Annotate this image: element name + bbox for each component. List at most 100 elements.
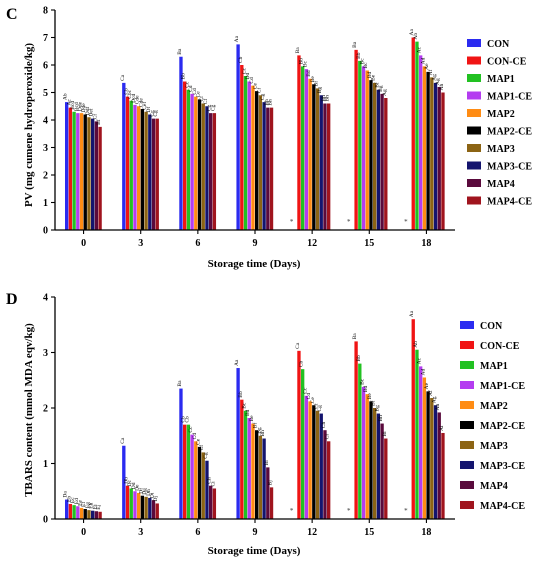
bar-label: Ba — [177, 380, 183, 387]
bar — [411, 319, 415, 519]
bar-label: Cf — [91, 114, 98, 120]
bar-label: Di — [150, 492, 156, 498]
bar — [140, 109, 145, 230]
bar-label: Cd — [192, 88, 198, 95]
panel-d: D TBARS content (mmol MDA eqv/kg) Storag… — [6, 291, 525, 557]
bar-label: Ce — [253, 82, 259, 89]
not-determined-mark: * — [347, 218, 351, 226]
panel-letter: C — [6, 6, 18, 23]
bar-label: Ce — [196, 91, 202, 98]
bar-label: Cd — [188, 85, 194, 92]
bar-label: Ba — [352, 41, 358, 48]
bar-label: Cb — [184, 416, 190, 423]
bar — [269, 107, 274, 231]
bar — [243, 410, 248, 519]
bar — [129, 100, 133, 230]
bar-label: Bb — [356, 355, 362, 362]
bar — [98, 511, 102, 519]
bar-label: Ab — [413, 341, 419, 348]
bar-label: Cd — [192, 433, 198, 440]
bar — [83, 114, 87, 230]
bar-label: Cg — [203, 452, 209, 459]
bar-label: Cg — [260, 93, 266, 100]
bar — [315, 88, 320, 231]
bar-label: Ch — [321, 422, 327, 429]
bar — [384, 438, 388, 519]
plot-area: 01234DaEbEcEdEeEfEgEhEiEj0CaDbDcDdDeDfDg… — [43, 293, 455, 538]
bar-label: Bb — [299, 58, 305, 65]
bar — [247, 417, 251, 519]
bar — [269, 487, 274, 519]
legend-label: MAP1 — [480, 361, 508, 372]
bar — [87, 510, 91, 519]
bar-label: Ba — [295, 47, 301, 54]
y-tick-label: 6 — [43, 61, 48, 72]
bar — [380, 423, 384, 519]
bar — [133, 491, 137, 519]
legend-swatch — [460, 321, 474, 329]
legend-swatch — [460, 361, 474, 369]
bar — [87, 117, 91, 230]
bar — [430, 77, 434, 231]
x-tick-label: 3 — [138, 527, 143, 538]
legend-swatch — [460, 401, 474, 409]
bar — [240, 65, 244, 230]
bar — [266, 107, 270, 231]
bar — [183, 424, 187, 519]
bar-label: Cc — [302, 387, 308, 394]
bar — [91, 118, 95, 231]
bar — [384, 98, 388, 230]
y-axis-title: TBARS content (mmol MDA eqv/kg) — [23, 323, 35, 497]
bar-label: Cg — [207, 104, 213, 111]
bar — [140, 495, 145, 519]
bar-label: Dd — [131, 482, 137, 489]
plot-area: 012345678AbAcBcdBcdDdeDdeDdfDefCfBf0CaCb… — [43, 6, 455, 249]
bar — [179, 56, 183, 230]
not-determined-mark: * — [404, 507, 408, 515]
bar — [301, 369, 305, 519]
legend-swatch — [467, 74, 481, 82]
bar-label: Bc — [360, 378, 366, 385]
bar — [255, 430, 259, 519]
bar-label: Ad — [420, 369, 426, 376]
y-tick-label: 8 — [43, 6, 48, 17]
bar-label: Ah — [435, 403, 441, 410]
bar-label: Db — [124, 477, 130, 484]
bar-label: Bg — [378, 85, 384, 92]
bar-label: Eg — [85, 502, 91, 508]
bar — [155, 118, 159, 231]
bar-label: Cb — [181, 416, 187, 423]
bar — [255, 91, 259, 231]
legend-label: MAP3 — [487, 144, 515, 155]
x-axis-title: Storage time (Days) — [208, 258, 301, 270]
bar — [72, 505, 76, 520]
bar — [354, 49, 358, 231]
bar — [65, 102, 69, 230]
bar-label: Bh — [268, 99, 274, 106]
bar-label: Ca — [120, 437, 126, 444]
bar-label: Dj — [153, 495, 159, 501]
bar-label: Cf — [202, 99, 209, 105]
x-tick-label: 18 — [421, 527, 431, 538]
bar — [437, 87, 441, 230]
legend-swatch — [467, 109, 481, 117]
bar — [433, 82, 438, 231]
bar-label: Cc — [184, 81, 190, 88]
legend-label: MAP4 — [480, 481, 508, 492]
bar — [194, 96, 198, 231]
bar — [327, 441, 331, 519]
bar — [83, 509, 87, 519]
legend: CON CON-CE MAP1 MAP1-CE MAP2 MAP2-CE MAP3 MAP3-… — [460, 321, 525, 512]
bar — [437, 412, 441, 519]
bar-label: Bi — [264, 460, 270, 466]
bar — [148, 497, 152, 519]
bar-label: Cde — [138, 98, 144, 107]
bar — [354, 341, 358, 519]
legend-label: MAP2 — [480, 401, 508, 412]
legend-label: MAP1-CE — [480, 381, 525, 392]
bar — [358, 60, 362, 231]
y-axis-title: PV (mg cumene hydroperoxide/kg) — [23, 43, 35, 207]
bar-label: Bcd — [70, 101, 76, 110]
bar-label: Bd — [306, 70, 312, 77]
